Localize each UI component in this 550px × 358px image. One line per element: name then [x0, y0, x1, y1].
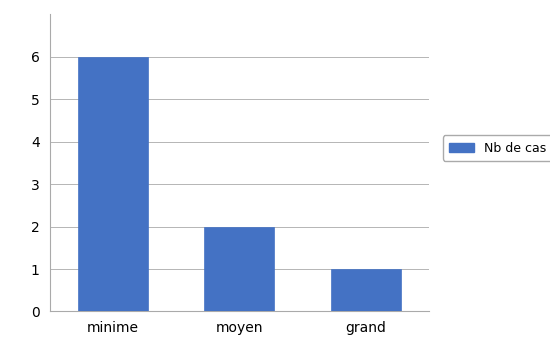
- Bar: [205, 227, 274, 311]
- Legend: Nb de cas: Nb de cas: [443, 135, 550, 161]
- Bar: [78, 57, 147, 311]
- Bar: [331, 269, 400, 311]
